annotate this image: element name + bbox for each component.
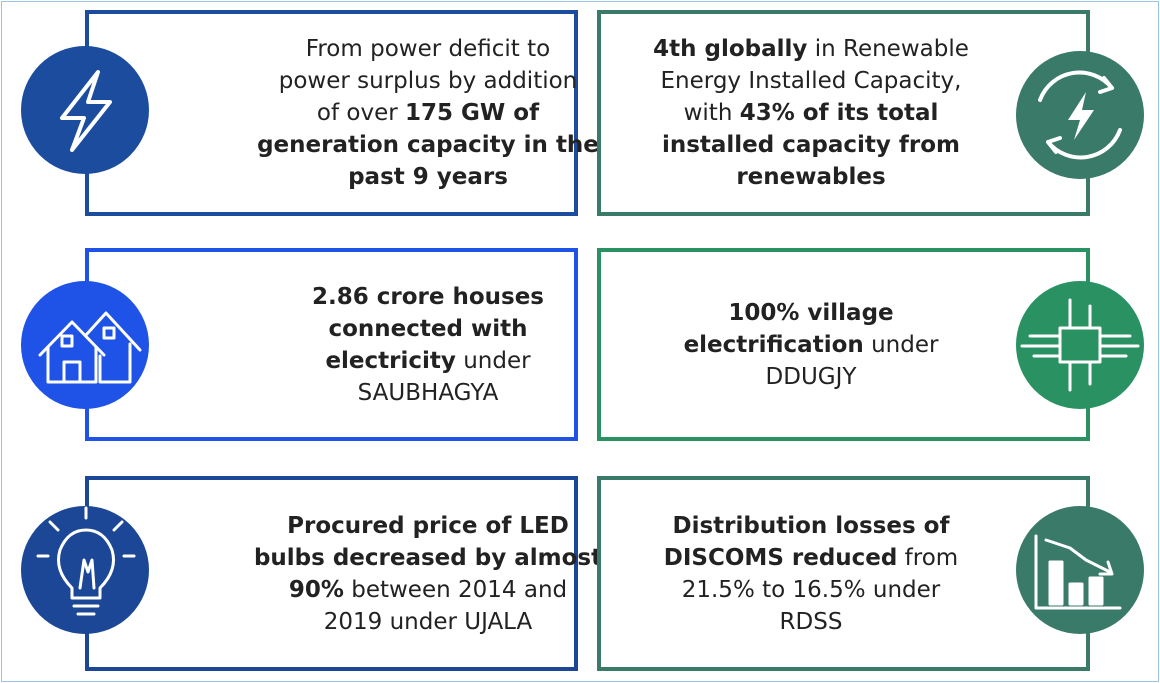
bold-text: 175 GW of — [405, 100, 540, 126]
text-line: bulbs decreased by almost — [254, 542, 602, 574]
text-line: RDSS — [780, 606, 843, 638]
bold-text: 4th globally — [653, 36, 808, 62]
text-line: 2019 under UJALA — [324, 606, 533, 638]
text-line: 2.86 crore houses — [312, 281, 544, 313]
text: Energy Installed Capacity, — [660, 68, 962, 94]
bold-text: installed capacity from — [661, 132, 961, 158]
bold-text: electricity — [325, 347, 456, 374]
text: under — [455, 347, 531, 374]
text-line: generation capacity in the — [257, 129, 599, 161]
text-line: 100% village — [728, 297, 893, 329]
text: 21.5% to 16.5% under — [681, 576, 941, 603]
text: from — [897, 544, 959, 571]
text: between 2014 and — [343, 576, 568, 603]
card-text: 2.86 crore houses connected with electrici… — [189, 252, 667, 437]
text-line: 90% between 2014 and — [289, 574, 567, 606]
card: Procured price of LED bulbs decreased by … — [85, 476, 602, 671]
text-line: Energy Installed Capacity, — [661, 65, 962, 97]
bold-text: past 9 years — [348, 164, 508, 190]
text: SAUBHAGYA — [357, 379, 499, 406]
card: 100% village electrification under DDUGJY — [597, 248, 1090, 441]
text-line: with 43% of its total — [684, 97, 939, 129]
bold-text: DISCOMS reduced — [663, 544, 898, 571]
text-line: Procured price of LED — [287, 510, 569, 542]
card-text: Procured price of LED bulbs decreased by … — [189, 480, 667, 667]
text-line: installed capacity from — [662, 129, 960, 161]
icon-circle — [1016, 281, 1144, 409]
text: 2019 under UJALA — [323, 608, 533, 635]
text: under — [863, 331, 939, 358]
bold-text: 90% — [288, 576, 344, 603]
text: From power deficit to — [305, 36, 551, 62]
icon-circle — [21, 46, 149, 174]
card-text: 4th globally in Renewable Energy Installe… — [611, 14, 1011, 212]
bold-text: 43% of its total — [739, 100, 939, 126]
text-line: DISCOMS reduced from — [664, 542, 958, 574]
bold-text: renewables — [736, 164, 886, 190]
icon-chart — [1034, 534, 1122, 610]
text-line: electrification under — [684, 329, 939, 361]
text: in Renewable — [807, 36, 969, 62]
icon-circle — [1016, 506, 1144, 634]
text-line: of over 175 GW of — [317, 97, 539, 129]
card-text: From power deficit to power surplus by ad… — [189, 14, 667, 212]
text: RDSS — [779, 608, 843, 635]
text-line: connected with — [329, 313, 528, 345]
text: DDUGJY — [765, 363, 857, 390]
card: 4th globally in Renewable Energy Installe… — [597, 10, 1090, 216]
text-line: renewables — [736, 161, 885, 193]
icon-chip — [1020, 298, 1140, 392]
bold-text: Distribution losses of — [672, 512, 950, 539]
text-line: 21.5% to 16.5% under — [682, 574, 941, 606]
text: of over — [316, 100, 405, 126]
bold-text: 2.86 crore houses — [311, 283, 544, 310]
text-line: power surplus by addition — [279, 65, 578, 97]
bold-text: 100% village — [728, 299, 894, 326]
card: 2.86 crore houses connected with electrici… — [85, 248, 578, 441]
text: power surplus by addition — [278, 68, 578, 94]
text-line: From power deficit to — [306, 33, 550, 65]
card-text: 100% village electrification under DDUGJY — [611, 252, 1011, 437]
card-text: Distribution losses of DISCOMS reduced fr… — [611, 480, 1011, 667]
bold-text: bulbs decreased by almost — [253, 544, 603, 571]
icon-renewable — [1038, 70, 1122, 160]
text-line: electricity under — [325, 345, 530, 377]
icon-bulb — [36, 506, 136, 616]
icon-houses — [38, 311, 142, 384]
icon-circle — [21, 506, 149, 634]
icon-circle — [21, 281, 149, 409]
bold-text: connected with — [328, 315, 528, 342]
text-line: 4th globally in Renewable — [653, 33, 969, 65]
bold-text: electrification — [683, 331, 864, 358]
text-line: DDUGJY — [766, 361, 857, 393]
card: From power deficit to power surplus by ad… — [85, 10, 599, 216]
bold-text: Procured price of LED — [287, 512, 569, 539]
text: with — [683, 100, 740, 126]
icon-lightning — [60, 70, 112, 152]
text-line: SAUBHAGYA — [358, 377, 499, 409]
text-line: past 9 years — [348, 161, 508, 193]
text-line: Distribution losses of — [673, 510, 950, 542]
bold-text: generation capacity in the — [257, 132, 599, 158]
